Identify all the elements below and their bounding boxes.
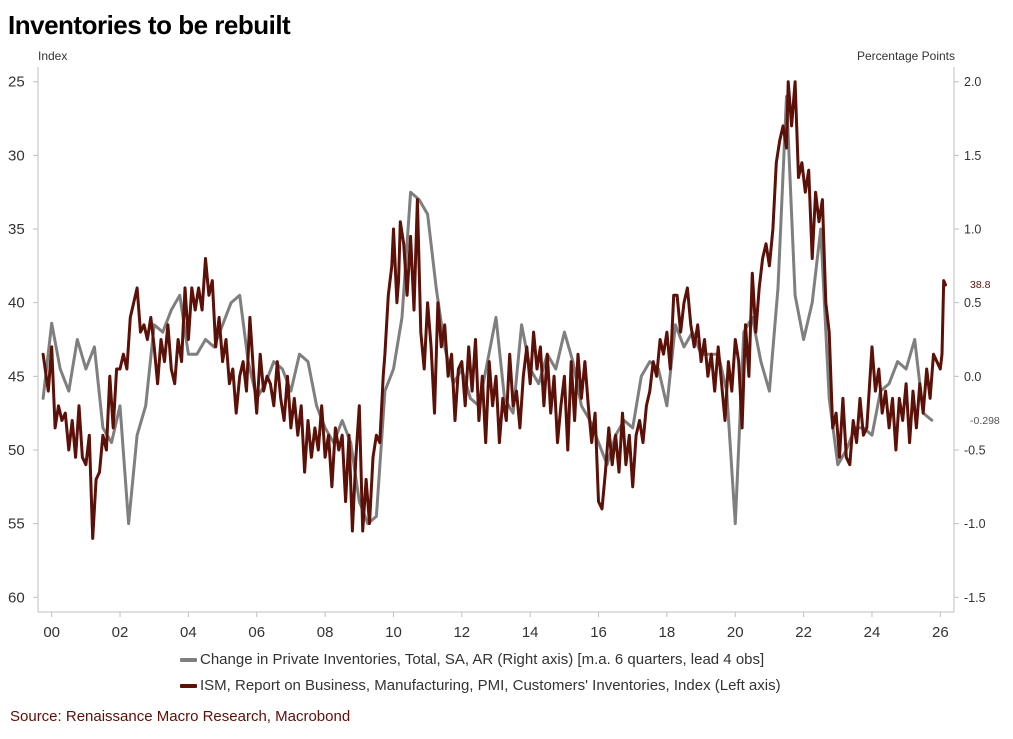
right-axis-ticks: 2.0 1.5 1.0 0.5 0.0 -0.5 -1.0 -1.5 bbox=[954, 75, 986, 605]
right-tick-label: 0.0 bbox=[964, 370, 981, 384]
legend-item-ism: ISM, Report on Business, Manufacturing, … bbox=[180, 677, 781, 694]
x-axis-ticks: 00 02 04 06 08 10 12 14 16 18 20 22 24 26 bbox=[43, 612, 949, 641]
right-tick-label: 1.5 bbox=[964, 149, 981, 163]
end-label-ism: 38.8 bbox=[970, 279, 991, 291]
left-tick-label: 35 bbox=[8, 221, 25, 238]
x-tick-label: 00 bbox=[43, 624, 60, 641]
x-tick-label: 18 bbox=[659, 624, 676, 641]
left-tick-label: 60 bbox=[8, 589, 25, 606]
x-tick-label: 08 bbox=[317, 624, 334, 641]
right-tick-label: -0.5 bbox=[964, 443, 986, 457]
legend-item-inventories: Change in Private Inventories, Total, SA… bbox=[180, 651, 764, 668]
x-tick-label: 24 bbox=[864, 624, 881, 641]
legend-label-ism: ISM, Report on Business, Manufacturing, … bbox=[200, 677, 781, 694]
left-axis-label: Index bbox=[38, 49, 68, 63]
x-tick-label: 16 bbox=[590, 624, 607, 641]
series-line-inventories bbox=[41, 95, 934, 526]
right-tick-label: 2.0 bbox=[964, 75, 981, 89]
right-axis-label: Percentage Points bbox=[856, 49, 955, 63]
left-tick-label: 55 bbox=[8, 516, 25, 533]
left-axis-ticks: 25 30 35 40 45 50 55 60 bbox=[8, 74, 38, 606]
x-tick-label: 12 bbox=[453, 624, 470, 641]
series-line-ism bbox=[41, 80, 947, 540]
end-labels: -0.298 38.8 bbox=[970, 279, 1000, 427]
chart-title: Inventories to be rebuilt bbox=[8, 10, 291, 40]
chart-canvas: 25 30 35 40 45 50 55 60 2.0 1.5 1.0 0.5 0.0 -0.5 -1.0… bbox=[8, 67, 1000, 641]
right-tick-label: -1.0 bbox=[964, 517, 986, 531]
x-tick-label: 26 bbox=[932, 624, 949, 641]
x-tick-label: 22 bbox=[795, 624, 812, 641]
end-label-inventories: -0.298 bbox=[970, 415, 1000, 427]
right-tick-label: 0.5 bbox=[964, 296, 981, 310]
x-tick-label: 10 bbox=[385, 624, 402, 641]
x-tick-label: 02 bbox=[112, 624, 129, 641]
left-tick-label: 50 bbox=[8, 442, 25, 459]
legend-swatch-maroon bbox=[180, 683, 197, 688]
legend-label-inventories: Change in Private Inventories, Total, SA… bbox=[200, 651, 765, 668]
left-tick-label: 30 bbox=[8, 147, 25, 164]
left-tick-label: 40 bbox=[8, 295, 25, 312]
series-lines bbox=[41, 80, 947, 540]
legend-swatch-gray bbox=[180, 657, 197, 662]
x-tick-label: 04 bbox=[180, 624, 197, 641]
left-tick-label: 45 bbox=[8, 368, 25, 385]
x-tick-label: 20 bbox=[727, 624, 744, 641]
right-tick-label: 1.0 bbox=[964, 223, 981, 237]
right-tick-label: -1.5 bbox=[964, 591, 986, 605]
x-tick-label: 14 bbox=[522, 624, 539, 641]
x-tick-label: 06 bbox=[248, 624, 265, 641]
left-tick-label: 25 bbox=[8, 74, 25, 91]
source-note: Source: Renaissance Macro Research, Macr… bbox=[10, 708, 351, 725]
